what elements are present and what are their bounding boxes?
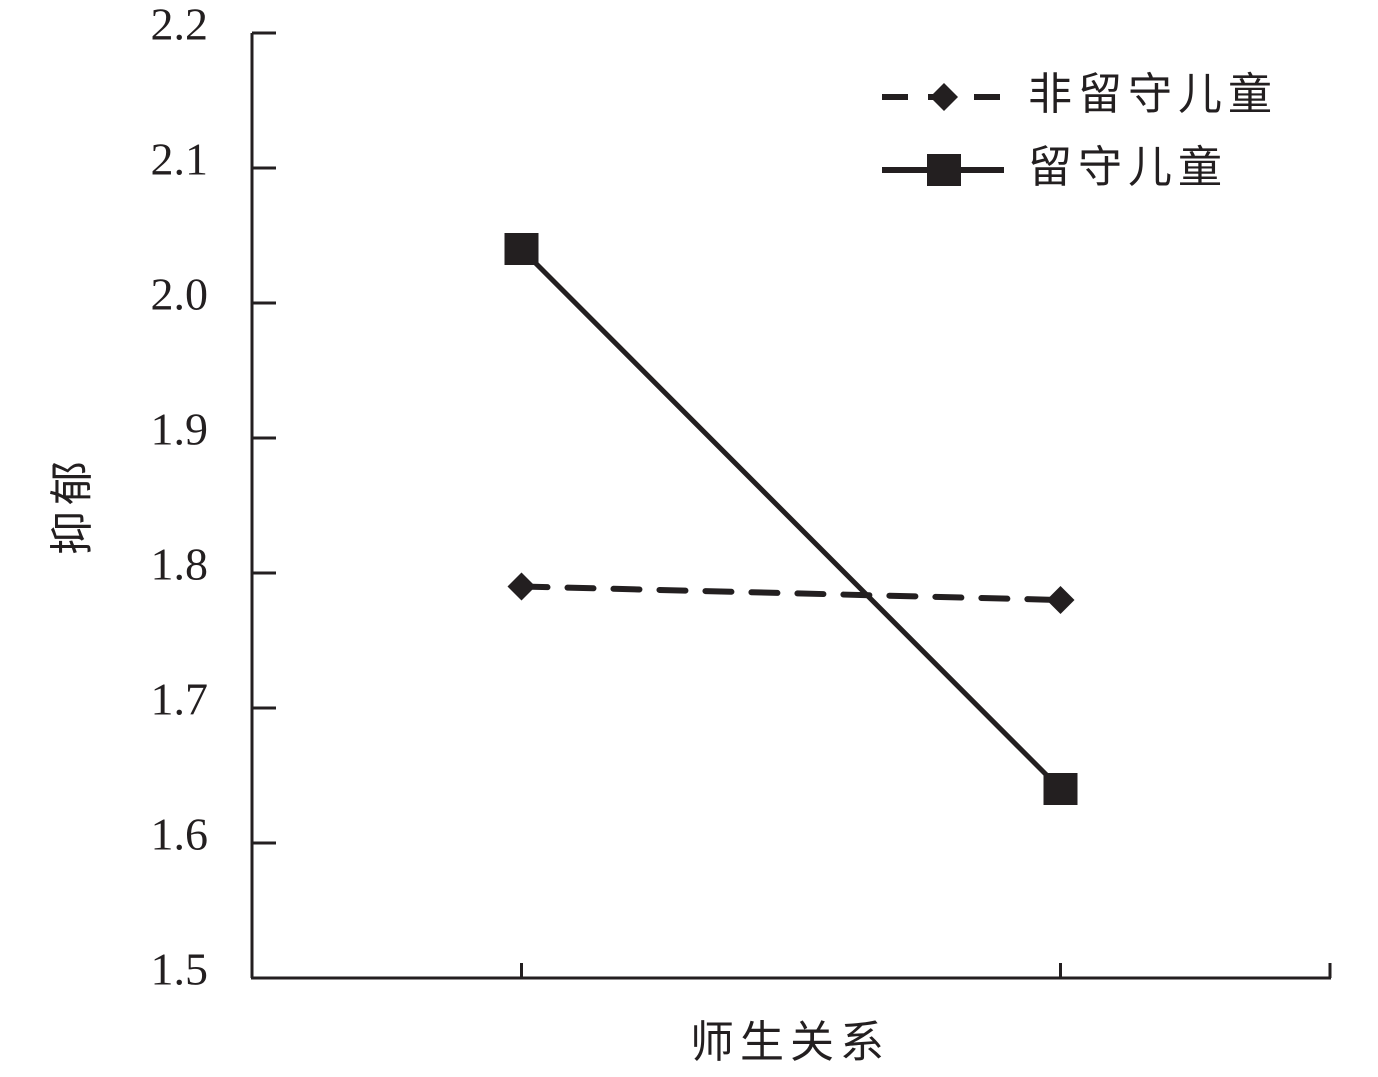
- y-tick-label: 1.7: [151, 674, 209, 725]
- marker: [1046, 586, 1075, 614]
- legend-label: 非留守儿童: [1028, 69, 1278, 120]
- marker: [507, 572, 536, 601]
- marker: [930, 83, 958, 111]
- marker: [504, 233, 539, 265]
- y-axis-label: 抑郁: [47, 455, 98, 555]
- y-tick-label: 1.6: [151, 809, 209, 860]
- y-tick-label: 2.1: [151, 134, 209, 185]
- y-tick-label: 1.5: [151, 944, 209, 995]
- x-axis-label: 师生关系: [690, 1017, 890, 1068]
- legend-label: 留守儿童: [1028, 142, 1228, 193]
- y-tick-label: 1.9: [151, 404, 209, 455]
- series-line: [518, 583, 1064, 603]
- marker: [927, 154, 961, 186]
- series-line: [519, 246, 1063, 792]
- y-tick-label: 2.0: [151, 269, 209, 320]
- y-tick-label: 2.2: [151, 0, 209, 50]
- y-tick-label: 1.8: [151, 539, 209, 590]
- marker: [1043, 773, 1078, 805]
